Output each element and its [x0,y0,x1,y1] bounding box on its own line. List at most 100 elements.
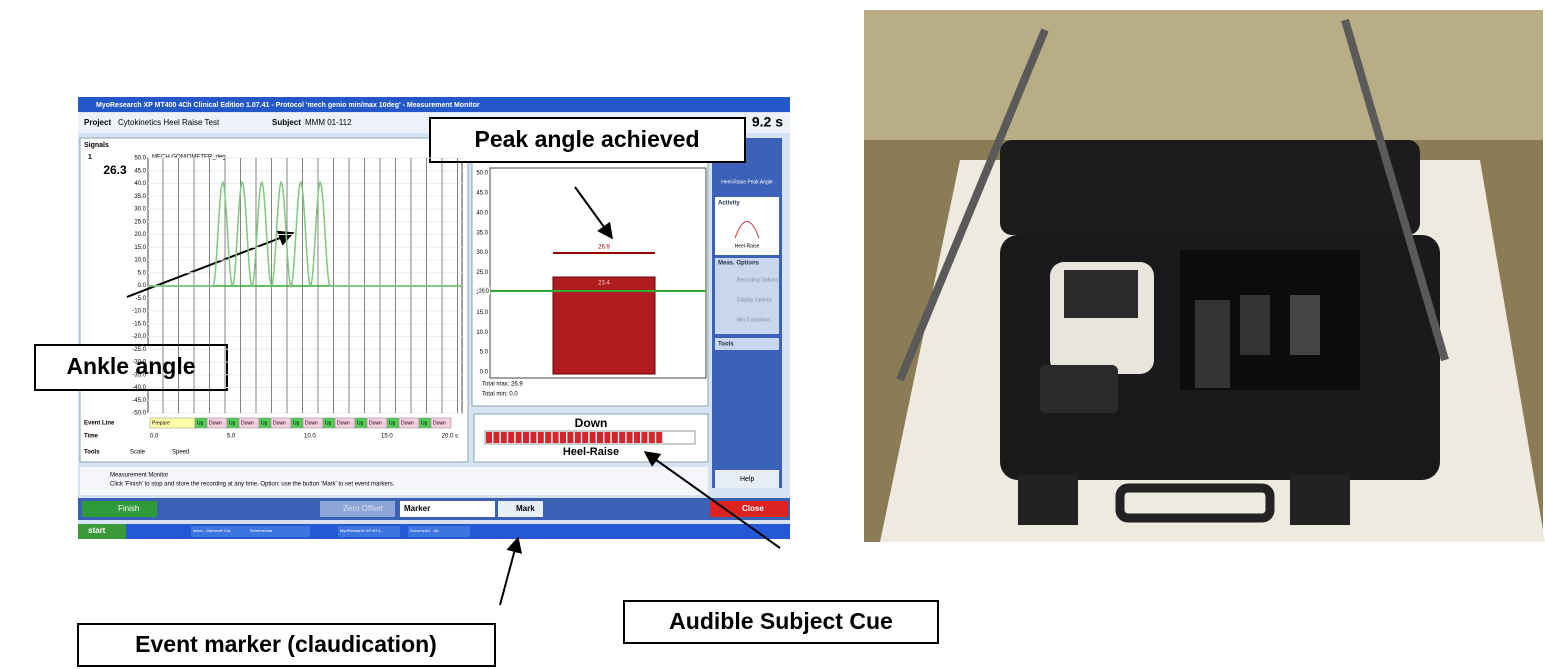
cue-segment [537,432,544,443]
event-label: Down [369,420,382,426]
y-tick-label: 25.0 [476,270,488,276]
angle-trace [148,180,462,289]
message-row [80,467,708,495]
cue-segment [626,432,633,443]
callout-box [34,344,228,391]
tools-box [715,338,779,350]
cue-segment [530,432,537,443]
y-tick-label: 10.0 [134,258,146,264]
y-tick-label: 40.0 [476,210,488,216]
marker-label: Marker [404,504,430,513]
y-tick-label: 40.0 [134,181,146,187]
y-tick-label: 45.0 [476,190,488,196]
task-label: Screenshots [250,528,272,533]
marker-select[interactable] [400,501,495,517]
cue-segment [574,432,581,443]
start-button[interactable] [78,524,126,539]
finish-label: Finish [118,504,139,513]
elapsed-time: 9.2 s [752,114,783,130]
cue-segment [545,432,552,443]
callout-box [623,600,939,644]
y-tick-label: -30.0 [132,360,146,366]
finish-button[interactable] [82,501,157,517]
y-tick-label: -15.0 [132,321,146,327]
time-label: 10.0 [304,434,316,440]
y-tick-label: -10.0 [132,309,146,315]
zero-button[interactable] [320,501,395,517]
label: 1 [88,154,92,161]
cue-segment [582,432,589,443]
cue-segment [552,432,559,443]
cue-segment [500,432,507,443]
label: Tools [718,342,734,348]
option: Recording Options [737,277,779,283]
zero-label: Zero Offset [343,504,384,513]
event-cell [430,417,452,429]
label: Event Line [84,421,115,427]
label: Total max: 26.9 [482,382,523,388]
y-tick-label: 5.0 [138,270,147,276]
y-tick-label: -20.0 [132,334,146,340]
y-tick-label: 50.0 [134,156,146,162]
cue-segment [493,432,500,443]
help-button[interactable] [715,470,779,488]
label: Total min: 0.0 [482,392,518,398]
label: MMM 01-112 [305,118,352,127]
event-label: Down [241,420,254,426]
label: Speed [172,450,189,456]
event-label: Down [433,420,446,426]
task-label: Document1 - Mi... [410,528,442,533]
callout-box [77,623,496,667]
start-label: start [88,526,106,535]
cue-segment [486,432,492,443]
event-label: Down [209,420,222,426]
callout-text: Peak angle achieved [474,126,699,152]
cue-segment [589,432,596,443]
label: Time [84,434,99,440]
mark-button[interactable] [498,501,543,517]
cue-segment [523,432,529,443]
cue-segment [656,432,663,443]
event-label: Down [273,420,286,426]
cue-state: Down [575,416,608,430]
y-tick-label: -45.0 [132,398,146,404]
y-tick-label: -40.0 [132,385,146,391]
label: Tools [84,450,100,456]
label: Project [84,118,111,127]
y-tick-label: 50.0 [476,171,488,177]
title-bar [78,97,790,112]
y-tick-label: -5.0 [136,296,147,302]
activity-box [715,197,779,255]
callout-text: Audible Subject Cue [669,608,893,634]
event-label: Down [401,420,414,426]
time-label: 20.0 s [442,434,458,440]
mark-label: Mark [516,504,535,513]
cue-segment [634,432,640,443]
event-label: Up [357,420,364,426]
label: Activity [718,201,740,207]
peak-label: 26.9 [598,245,610,251]
option: Display Options [737,297,773,303]
close-label: Close [742,504,764,513]
y-tick-label: 0.0 [480,370,489,376]
photo [864,10,1545,542]
cue-segment [567,432,574,443]
task-item [408,526,470,537]
event-label: Down [305,420,318,426]
options-box [715,258,779,334]
event-label: Up [197,420,204,426]
help-label: Help [740,476,755,483]
event-label: Down [337,420,350,426]
event-label: Up [293,420,300,426]
label: Meas. Options [718,261,760,267]
cue-segment [560,432,566,443]
cue-activity: Heel-Raise [563,446,619,458]
label: Measurement Monitor [110,473,168,479]
activity-icon [734,221,760,239]
label: Heel-Raise Peak Angle [721,179,773,185]
y-tick-label: 35.0 [134,194,146,200]
cue-segment [515,432,522,443]
y-tick-label: 15.0 [476,310,488,316]
cue-segment [611,432,618,443]
